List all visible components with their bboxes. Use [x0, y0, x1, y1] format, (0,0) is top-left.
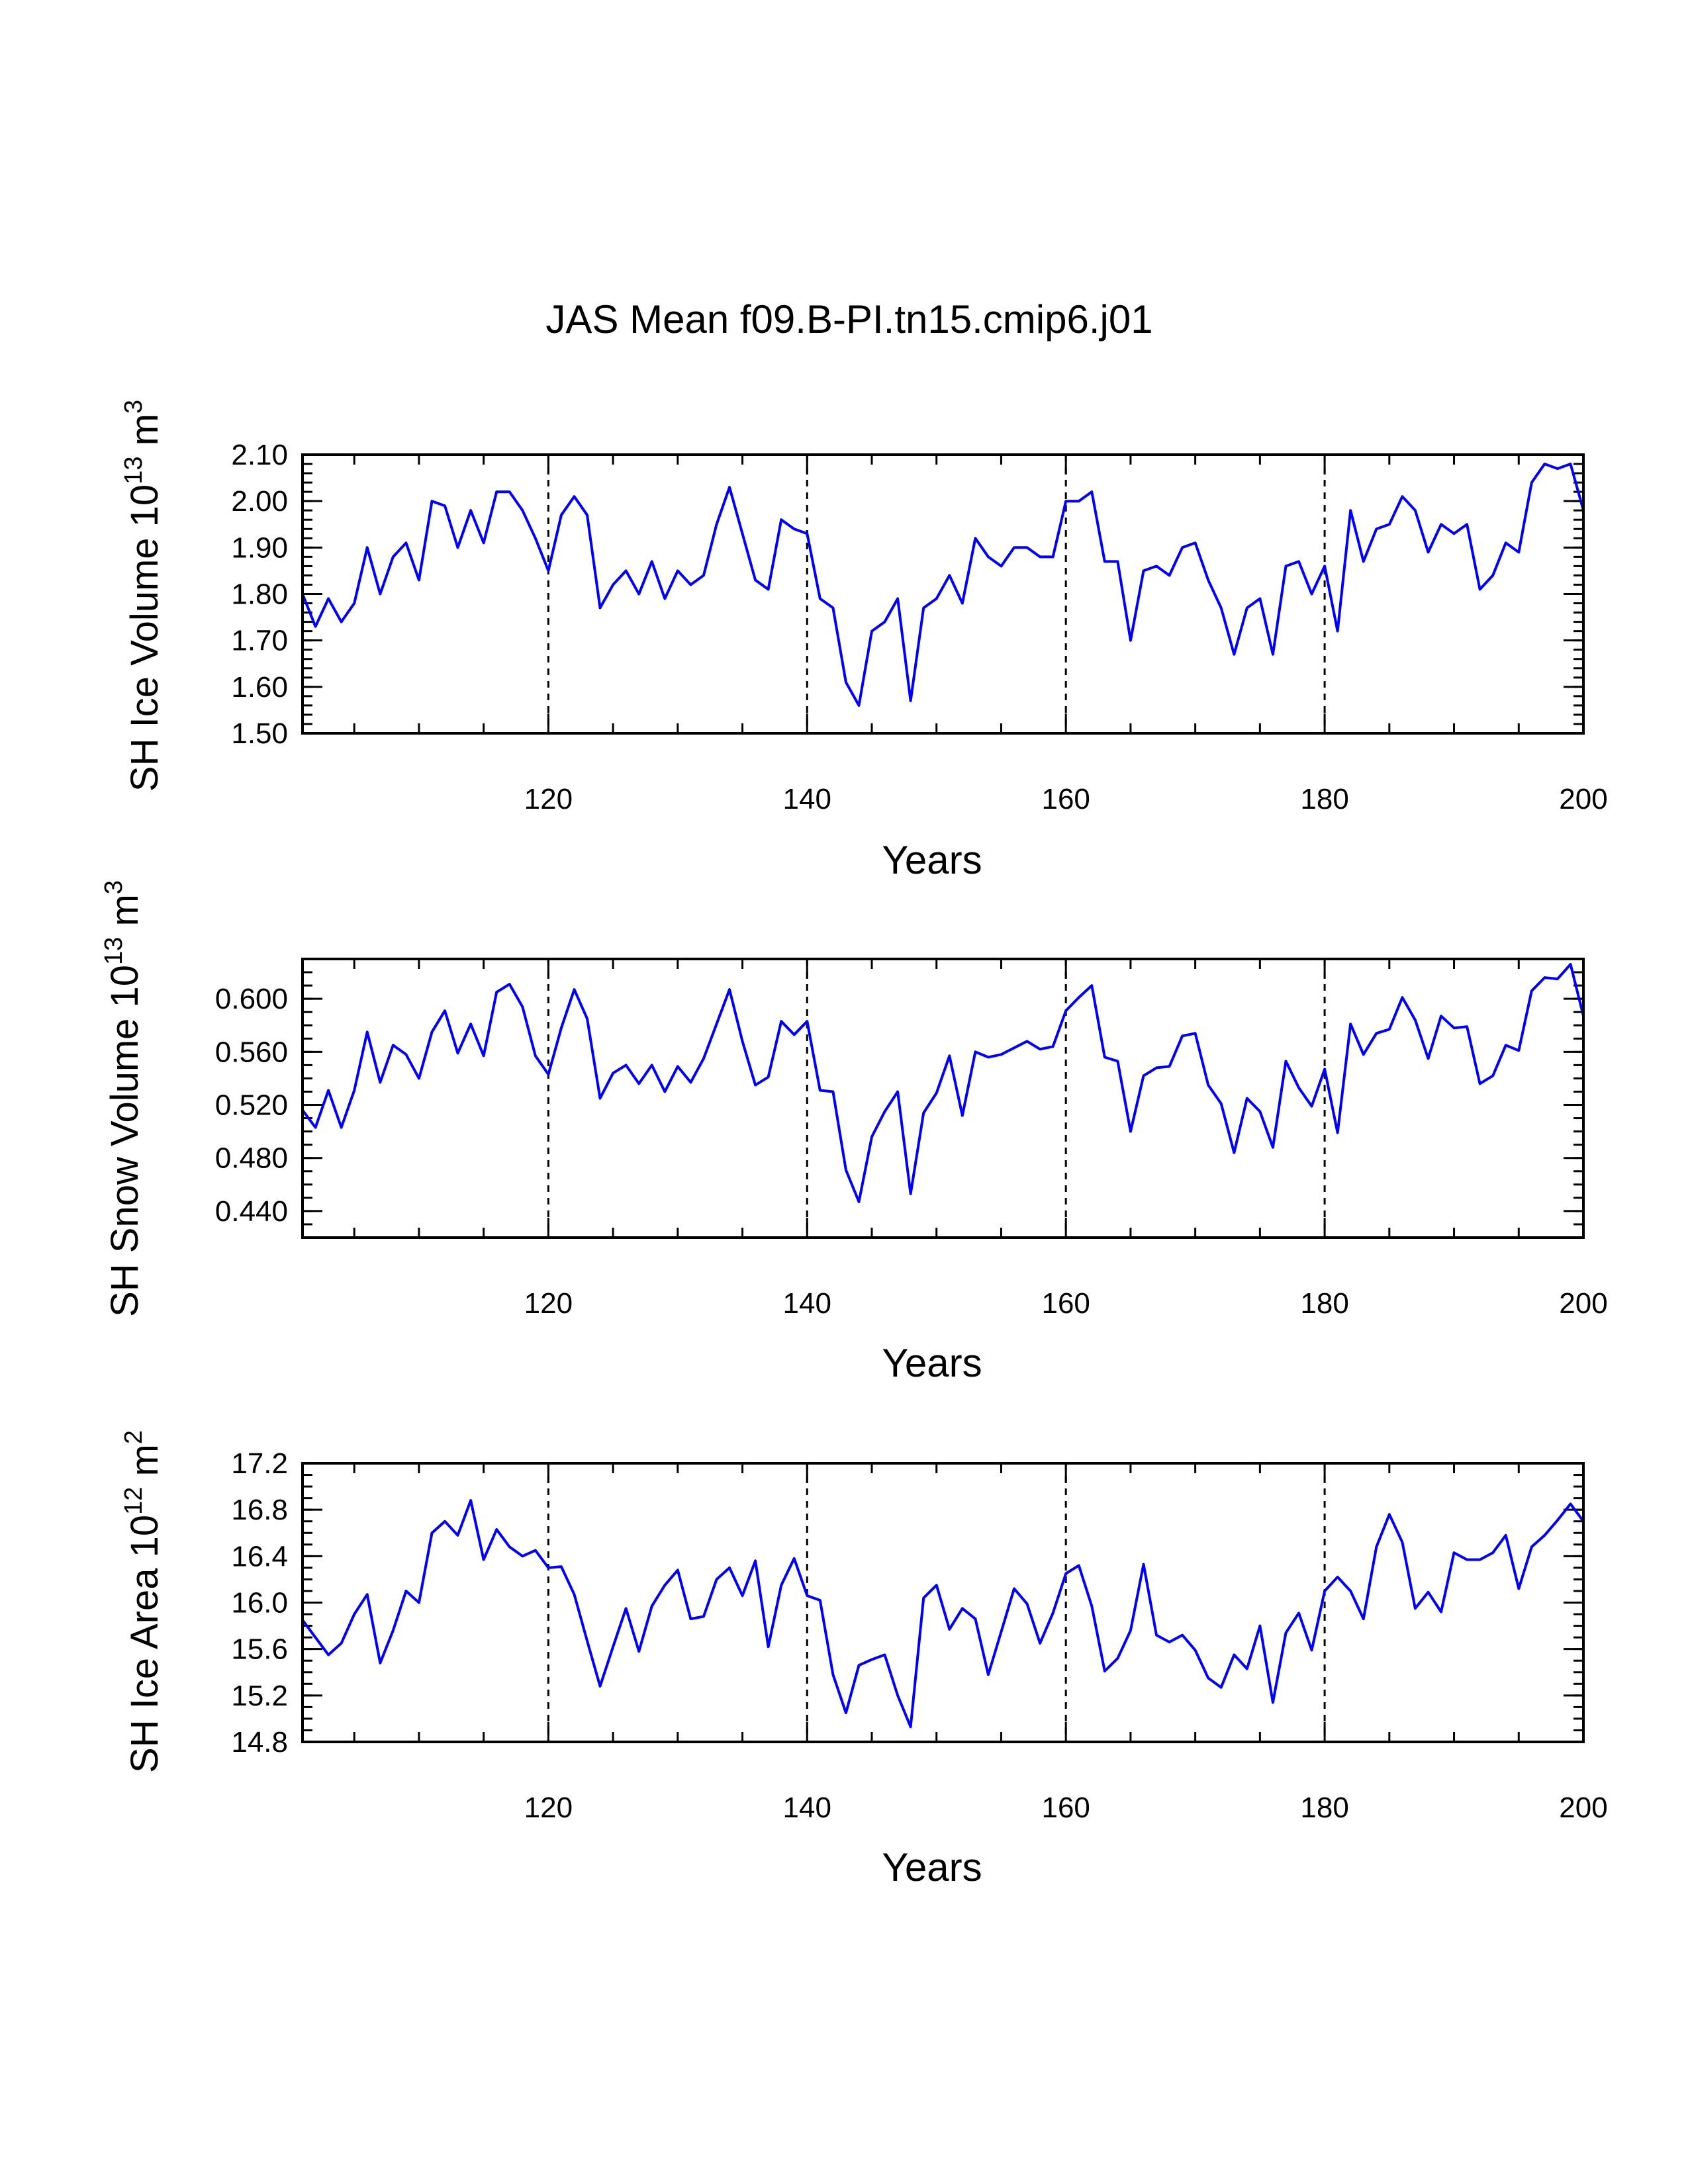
- x-axis-label-ice-volume: Years: [882, 838, 982, 882]
- x-tick-label: 160: [1041, 1792, 1090, 1824]
- x-tick-label: 200: [1559, 783, 1607, 815]
- plot-frame: [301, 453, 1585, 735]
- plot-frame: [301, 958, 1585, 1239]
- x-axis-label-snow-volume: Years: [882, 1341, 982, 1385]
- panel-snow-volume: SH Snow Volume 1013 m3 Years 120 140 160 18…: [100, 880, 1608, 1385]
- series-line: [301, 463, 1585, 707]
- y-tick-label: 1.50: [231, 717, 288, 750]
- x-tick-label: 140: [783, 1792, 831, 1824]
- y-axis-label-ice-area: SH Ice Area 1012 m2: [120, 1430, 166, 1773]
- x-tick-label: 120: [524, 1287, 573, 1320]
- x-tick-label: 120: [524, 783, 573, 815]
- y-tick-label: 16.0: [231, 1587, 288, 1619]
- x-tick-label: 160: [1041, 783, 1090, 815]
- x-tick-label: 120: [524, 1792, 573, 1824]
- y-tick-label: 14.8: [231, 1726, 288, 1758]
- chart-title: JAS Mean f09.B-PI.tn15.cmip6.j01: [545, 297, 1152, 341]
- x-tick-label: 180: [1300, 1287, 1348, 1320]
- x-axis-label-ice-area: Years: [882, 1845, 982, 1889]
- x-tick-label: 200: [1559, 1792, 1607, 1824]
- x-tick-label: 180: [1300, 783, 1348, 815]
- y-tick-label: 16.4: [231, 1540, 288, 1572]
- y-tick-label: 15.2: [231, 1680, 288, 1712]
- y-tick-label: 2.00: [231, 485, 288, 518]
- y-tick-label: 1.60: [231, 671, 288, 704]
- y-tick-label: 17.2: [231, 1447, 288, 1480]
- y-axis-label-ice-volume: SH Ice Volume 1013 m3: [120, 400, 166, 792]
- series-line: [301, 963, 1585, 1203]
- x-tick-label: 140: [783, 783, 831, 815]
- y-tick-label: 1.70: [231, 625, 288, 657]
- panel-ice-volume: SH Ice Volume 1013 m3 Years 120 140 160 180…: [120, 400, 1608, 882]
- x-tick-label: 140: [783, 1287, 831, 1320]
- y-tick-label: 16.8: [231, 1494, 288, 1526]
- x-tick-label: 180: [1300, 1792, 1348, 1824]
- y-tick-label: 0.480: [215, 1142, 288, 1175]
- panel-ice-area: SH Ice Area 1012 m2 Years 120 140 160 180 20…: [120, 1430, 1608, 1889]
- y-tick-label: 0.600: [215, 983, 288, 1015]
- y-tick-label: 0.520: [215, 1089, 288, 1122]
- y-tick-label: 1.80: [231, 578, 288, 611]
- y-tick-label: 1.90: [231, 531, 288, 564]
- x-tick-label: 200: [1559, 1287, 1607, 1320]
- y-axis-label-snow-volume: SH Snow Volume 1013 m3: [100, 880, 146, 1317]
- y-tick-label: 0.560: [215, 1036, 288, 1068]
- y-tick-label: 2.10: [231, 439, 288, 471]
- y-tick-label: 15.6: [231, 1633, 288, 1666]
- series-line: [301, 1499, 1585, 1729]
- y-tick-label: 0.440: [215, 1195, 288, 1228]
- x-tick-label: 160: [1041, 1287, 1090, 1320]
- plot-frame: [301, 1462, 1585, 1743]
